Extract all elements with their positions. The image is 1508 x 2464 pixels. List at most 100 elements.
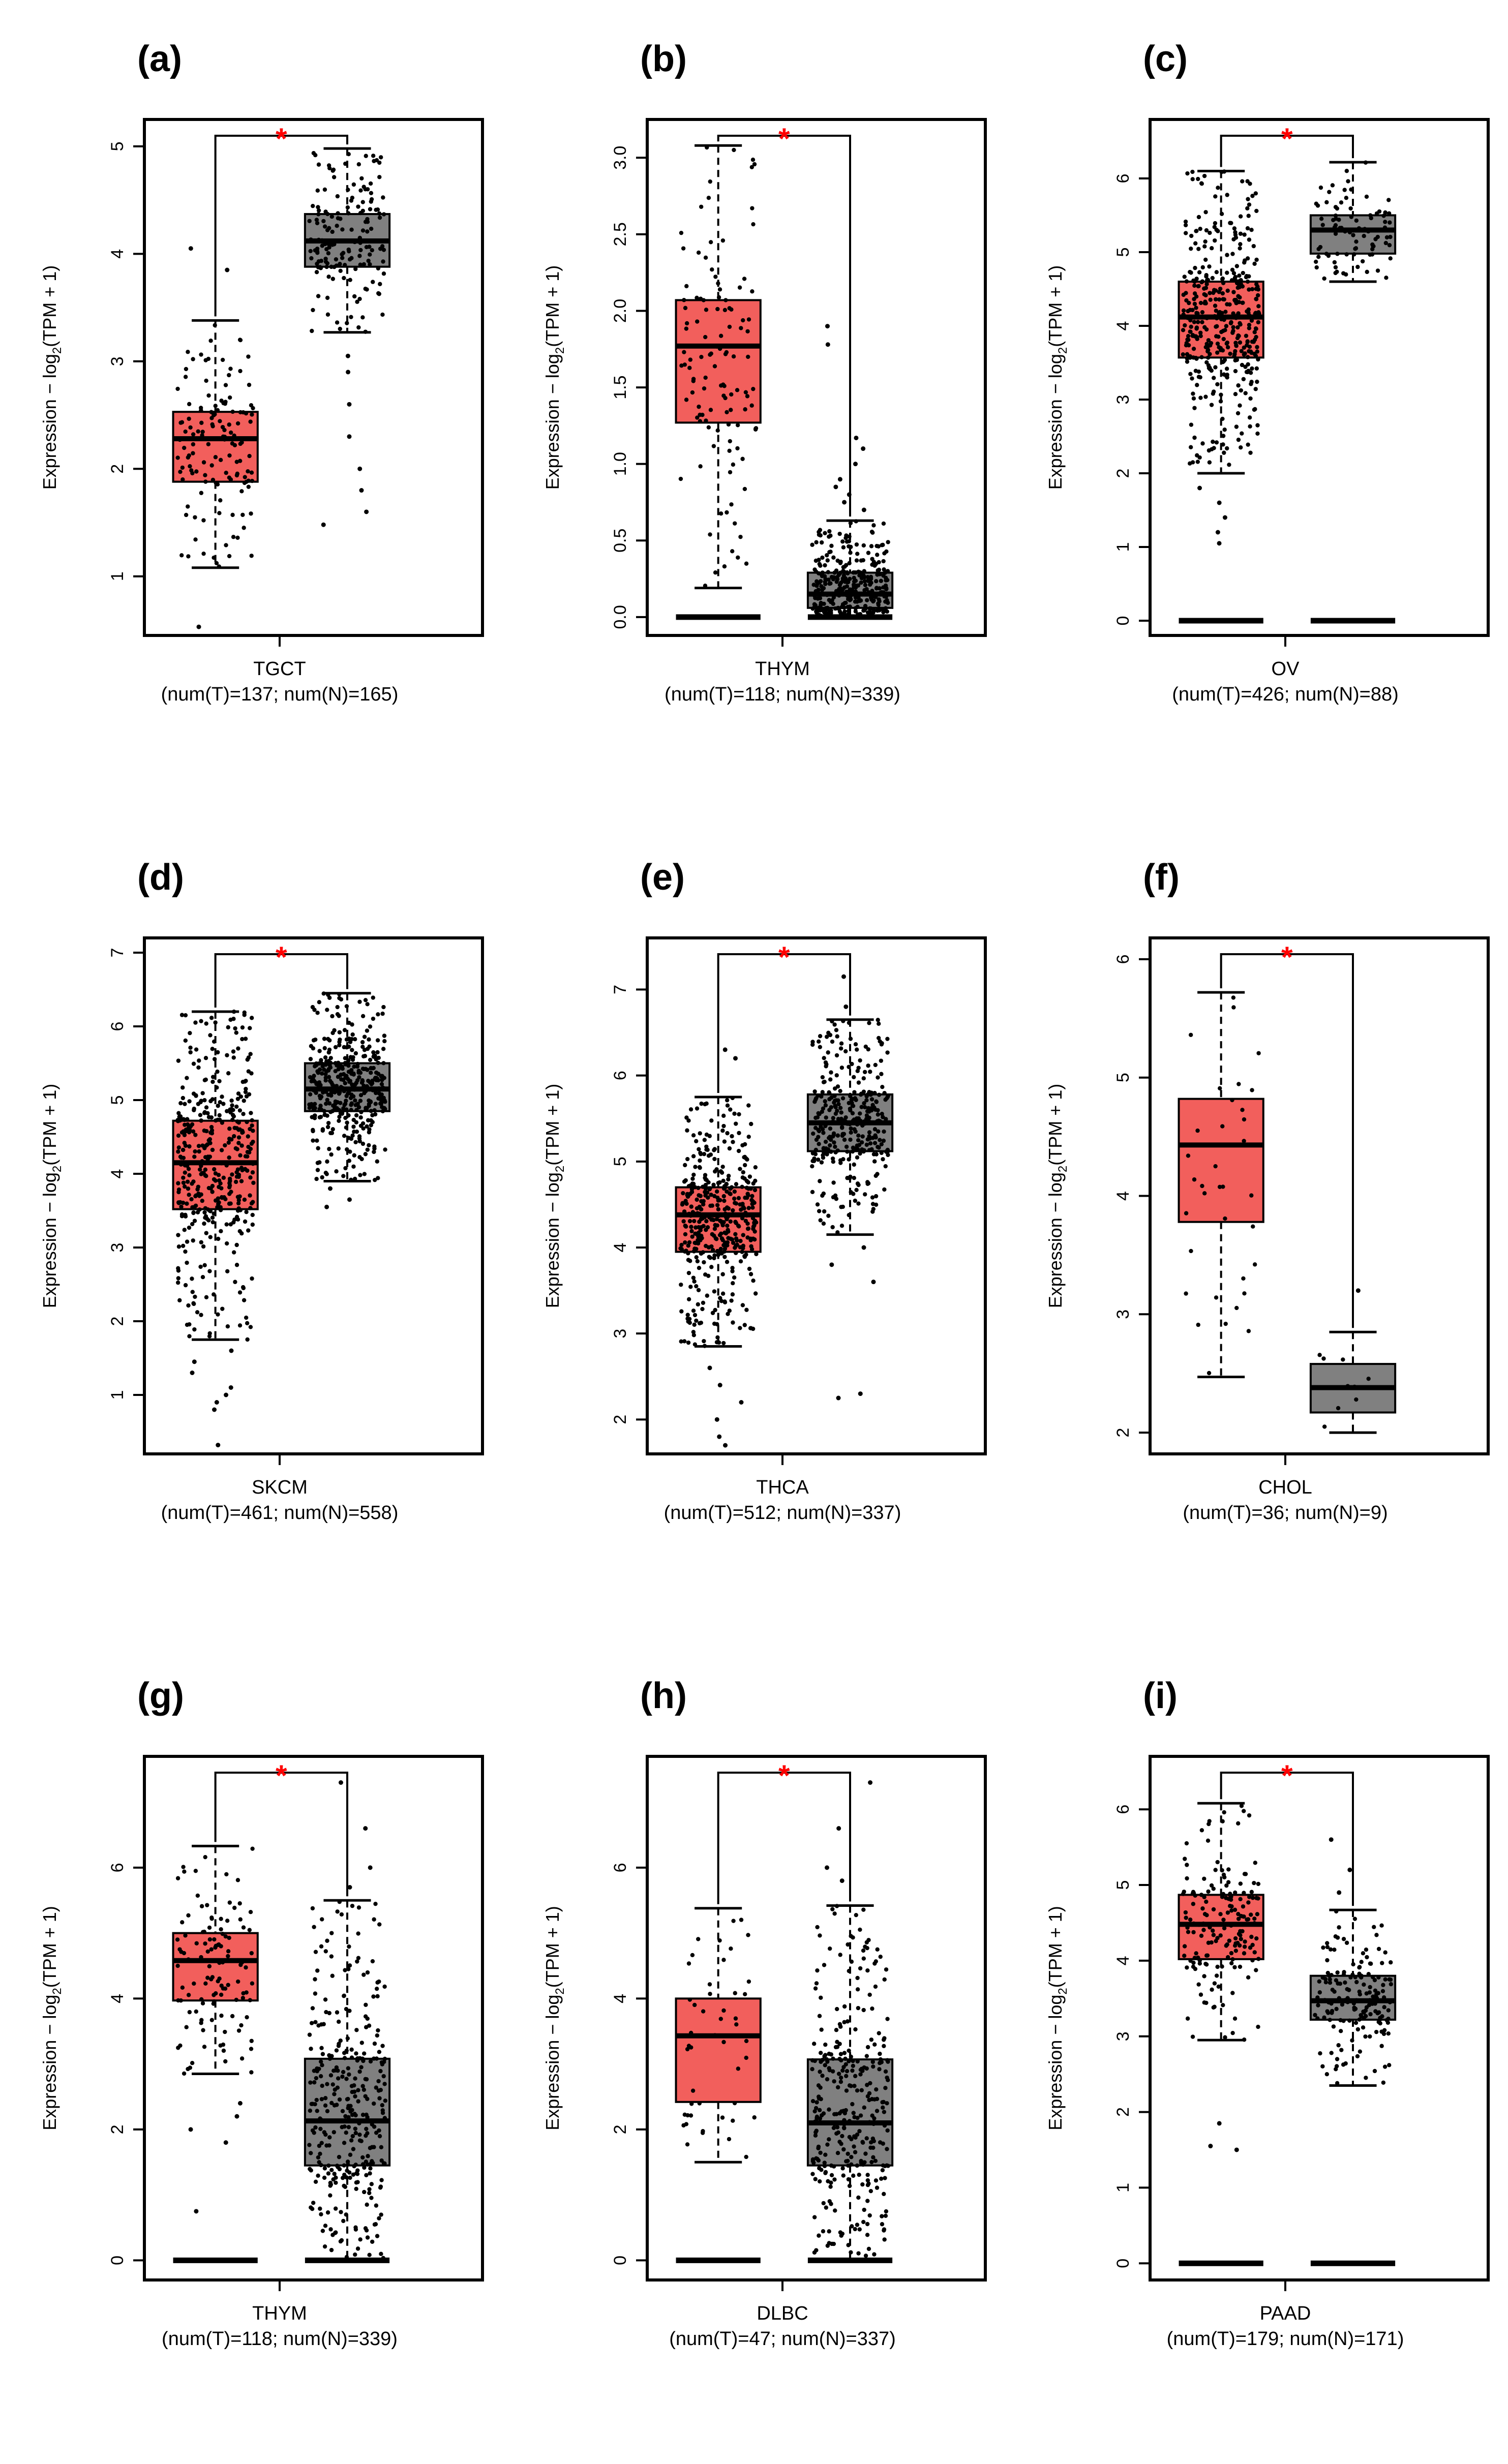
data-point — [818, 2070, 822, 2074]
outlier-point — [1197, 485, 1202, 491]
data-point — [817, 1209, 822, 1213]
data-point — [731, 2118, 735, 2123]
data-point — [1205, 355, 1211, 360]
data-point — [248, 419, 253, 424]
data-point — [881, 2100, 886, 2105]
data-point — [1185, 1876, 1189, 1881]
data-point — [1354, 1980, 1359, 1985]
data-point — [868, 1141, 873, 1146]
y-tick-label: 2.0 — [611, 299, 630, 323]
data-point — [219, 1229, 223, 1234]
data-point — [1228, 1897, 1233, 1902]
data-point — [313, 1991, 318, 1996]
data-point — [1350, 2038, 1354, 2043]
data-point — [1191, 391, 1195, 396]
data-point — [368, 1099, 373, 1104]
data-point — [245, 1168, 250, 1173]
data-point — [381, 1047, 386, 1051]
data-point — [216, 1173, 221, 1177]
data-point — [344, 2077, 349, 2081]
data-point — [309, 1102, 314, 1107]
data-point — [186, 1913, 191, 1918]
data-point — [686, 1297, 691, 1302]
data-point — [315, 1168, 320, 1172]
data-point — [200, 430, 205, 434]
data-point — [330, 2082, 335, 2087]
data-point — [1226, 1867, 1231, 1872]
data-point — [749, 165, 754, 170]
data-point — [1386, 198, 1391, 202]
data-point — [1253, 1861, 1257, 1865]
data-point — [176, 1266, 180, 1271]
data-point — [205, 1975, 210, 1980]
data-point — [818, 563, 823, 568]
data-point — [745, 1235, 750, 1240]
data-point — [812, 605, 817, 610]
tumor-box-group — [172, 319, 259, 569]
data-point — [225, 1053, 229, 1057]
data-point — [1374, 1933, 1379, 1937]
data-point — [239, 1179, 244, 1183]
panel-letter: (d) — [137, 857, 184, 898]
data-point — [816, 587, 821, 592]
data-point — [346, 1058, 351, 1063]
data-point — [861, 1907, 866, 1912]
data-point — [200, 433, 204, 438]
data-point — [884, 1967, 889, 1972]
normal-points — [305, 1780, 390, 2263]
data-point — [688, 1107, 693, 1112]
data-point — [1382, 225, 1388, 230]
data-point — [1368, 1961, 1373, 1966]
data-point — [884, 1117, 888, 1121]
data-point — [380, 2103, 384, 2108]
data-point — [704, 418, 708, 423]
data-point — [1252, 1921, 1257, 1926]
data-point — [199, 1955, 203, 1960]
data-point — [236, 1198, 242, 1203]
data-point — [1387, 243, 1392, 248]
data-point — [328, 2182, 334, 2187]
data-point — [834, 2028, 839, 2032]
data-point — [872, 2116, 877, 2121]
data-point — [333, 2087, 337, 2092]
data-point — [1212, 376, 1216, 380]
data-point — [334, 2230, 338, 2235]
data-point — [223, 383, 228, 387]
y-tick-label: 1.0 — [611, 452, 630, 476]
data-point — [881, 1157, 885, 1162]
data-point — [869, 611, 873, 615]
data-point — [372, 2101, 376, 2106]
data-point — [1380, 2014, 1384, 2019]
data-point — [361, 1972, 366, 1977]
data-point — [861, 1956, 866, 1961]
data-point — [1189, 324, 1193, 329]
data-point — [1230, 1957, 1235, 1962]
data-point — [320, 1071, 324, 1076]
data-point — [335, 1106, 339, 1111]
data-point — [882, 1090, 887, 1096]
data-point — [712, 1157, 717, 1162]
data-point — [214, 561, 219, 566]
data-point — [738, 1245, 743, 1250]
data-point — [862, 1121, 867, 1126]
data-point — [886, 2059, 890, 2064]
data-point — [209, 2018, 214, 2022]
data-point — [1241, 1276, 1246, 1281]
data-point — [882, 1977, 887, 1982]
data-point — [857, 2227, 862, 2232]
data-point — [1241, 1809, 1246, 1813]
data-point — [1233, 349, 1238, 354]
data-point — [327, 2135, 332, 2140]
data-point — [316, 237, 321, 242]
data-point — [1229, 1961, 1234, 1966]
data-point — [1333, 265, 1338, 269]
data-point — [382, 2082, 387, 2086]
data-point — [325, 261, 330, 266]
normal-points — [1310, 1837, 1396, 2266]
outlier-point — [224, 1392, 229, 1397]
data-point — [182, 1869, 187, 1874]
data-point — [820, 2074, 825, 2078]
data-point — [682, 1339, 687, 1344]
data-point — [188, 1030, 192, 1036]
data-point — [685, 2113, 690, 2118]
